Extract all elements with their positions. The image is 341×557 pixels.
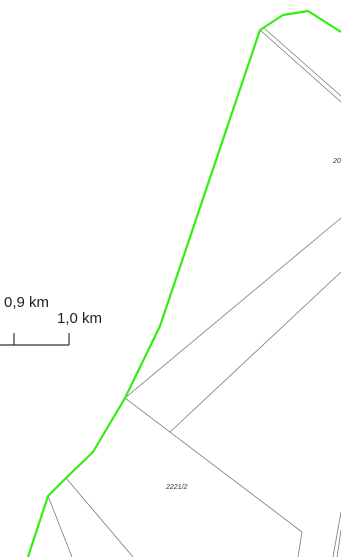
parcel-line-diagonal-1 [124, 217, 341, 399]
parcel-label-20: 20 [332, 158, 341, 165]
parcel-line-diagonal-2 [169, 271, 341, 433]
parcel-line-lower-2 [297, 531, 303, 557]
boundary-line [26, 9, 341, 557]
scale-label-left: 0,9 km [4, 294, 49, 311]
parcel-line-road-b [263, 27, 341, 97]
parcel-line-lower-1 [124, 397, 303, 533]
parcel-line-lower-4 [47, 495, 73, 557]
parcel-line-wedge-2 [336, 529, 341, 557]
parcel-line-road-a [259, 29, 341, 103]
parcel-lines [47, 27, 341, 557]
scale-bar [0, 333, 70, 346]
parcel-label-2221-2: 2221/2 [165, 484, 188, 491]
parcel-line-wedge-1 [332, 511, 341, 557]
parcel-line-lower-3 [65, 477, 134, 557]
scale-label-right: 1,0 km [57, 310, 102, 327]
